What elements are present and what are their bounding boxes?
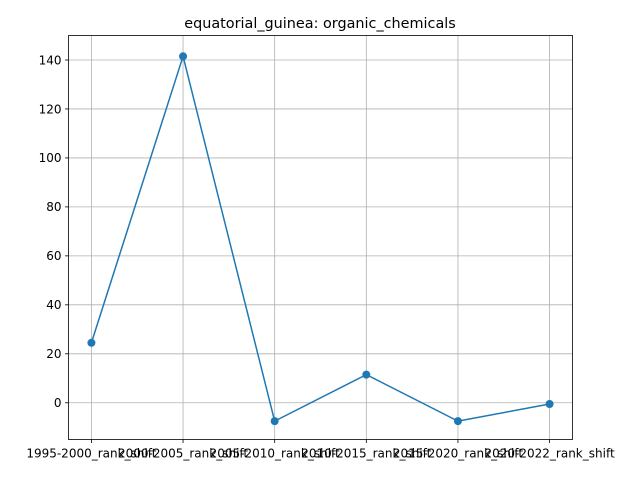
plot-frame bbox=[68, 35, 573, 440]
y-tick-label: 140 bbox=[39, 53, 62, 67]
x-tick-label: 2000-2005_rank_shift bbox=[118, 447, 248, 461]
y-tick-label: 40 bbox=[46, 298, 61, 312]
x-tick-label: 2015-2020_rank_shift bbox=[393, 447, 523, 461]
data-point bbox=[545, 399, 554, 408]
data-point bbox=[179, 52, 188, 61]
series-layer bbox=[87, 52, 554, 426]
y-tick-label: 60 bbox=[46, 249, 61, 263]
data-point bbox=[87, 338, 96, 347]
data-point bbox=[453, 417, 462, 426]
data-point bbox=[362, 370, 371, 379]
grid-layer bbox=[68, 35, 573, 440]
series-line bbox=[90, 55, 551, 422]
x-tick-label: 2010-2015_rank_shift bbox=[301, 447, 431, 461]
chart-title: equatorial_guinea: organic_chemicals bbox=[184, 16, 456, 32]
y-tick-label: 0 bbox=[54, 396, 62, 410]
x-tick-label: 2020-2022_rank_shift bbox=[485, 447, 615, 461]
y-tick-label: 80 bbox=[46, 200, 61, 214]
tick-layer: 1995-2000_rank_shift2000-2005_rank_shift… bbox=[26, 53, 615, 460]
x-tick-label: 1995-2000_rank_shift bbox=[26, 447, 156, 461]
data-point bbox=[270, 417, 279, 426]
y-tick-label: 20 bbox=[46, 347, 61, 361]
y-tick-label: 120 bbox=[39, 102, 62, 116]
y-tick-label: 100 bbox=[39, 151, 62, 165]
x-tick-label: 2005-2010_rank_shift bbox=[210, 447, 340, 461]
